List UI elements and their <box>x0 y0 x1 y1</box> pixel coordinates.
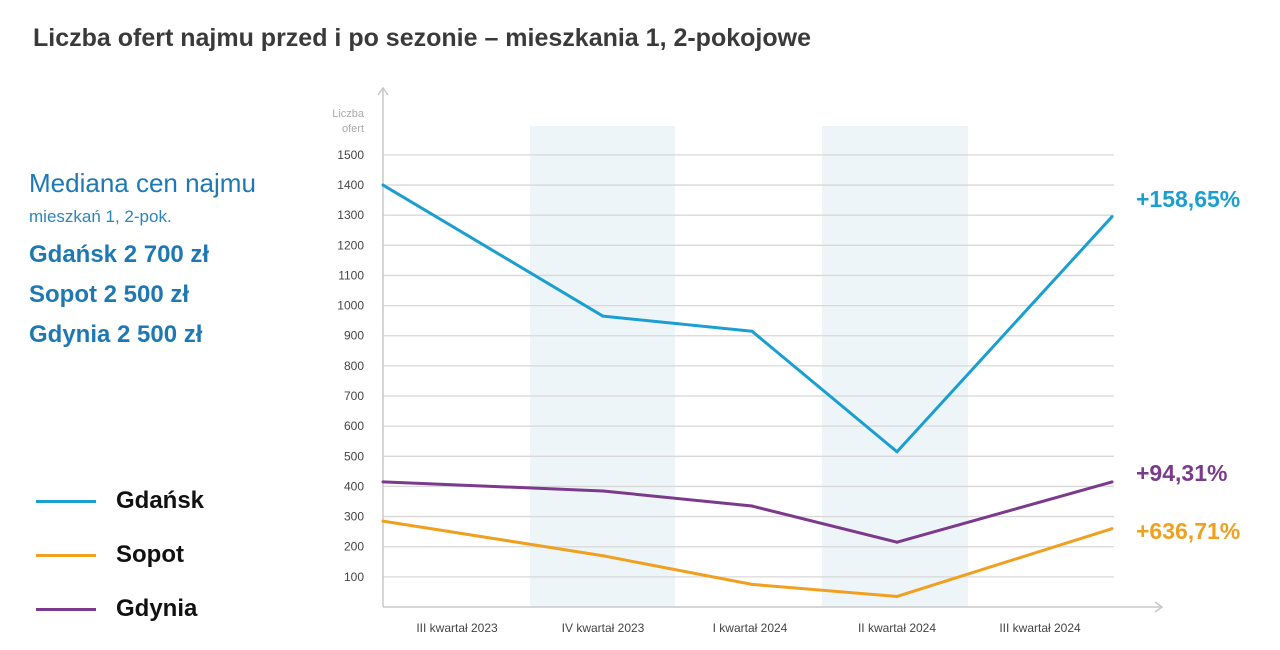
y-tick-label: 1200 <box>337 238 364 252</box>
y-tick-label: 1400 <box>337 178 364 192</box>
data-point <box>601 489 605 493</box>
data-point <box>895 450 899 454</box>
series-line-gdynia <box>382 480 1113 544</box>
price-gdansk: Gdańsk 2 700 zł <box>29 241 210 268</box>
data-point <box>895 594 899 598</box>
legend-swatch <box>36 553 96 557</box>
data-point <box>601 314 605 318</box>
y-axis-label: ofert <box>342 123 364 135</box>
data-point <box>381 480 385 484</box>
data-point <box>750 504 754 508</box>
chart-title: Liczba ofert najmu przed i po sezonie – … <box>33 24 811 52</box>
y-tick-label: 800 <box>344 359 364 373</box>
data-point <box>381 519 385 523</box>
data-point <box>601 554 605 558</box>
x-tick-label: IV kwartał 2023 <box>562 621 645 635</box>
data-point <box>895 540 899 544</box>
legend: Gdańsk Sopot Gdynia <box>36 474 204 636</box>
y-tick-label: 300 <box>344 510 364 524</box>
data-point <box>750 582 754 586</box>
price-gdynia: Gdynia 2 500 zł <box>29 321 203 348</box>
legend-item-gdansk: Gdańsk <box>36 474 204 528</box>
y-tick-label: 700 <box>344 389 364 403</box>
data-point <box>1110 527 1114 531</box>
x-tick-label: III kwartał 2024 <box>999 621 1081 635</box>
y-tick-label: 200 <box>344 540 364 554</box>
y-tick-label: 1300 <box>337 208 364 222</box>
legend-label: Gdańsk <box>116 487 205 514</box>
data-point <box>750 329 754 333</box>
y-tick-label: 900 <box>344 329 364 343</box>
price-sopot: Sopot 2 500 zł <box>29 281 190 308</box>
panel-subheading: mieszkań 1, 2-pok. <box>29 207 172 226</box>
median-price-panel: Mediana cen najmu mieszkań 1, 2-pok. Gda… <box>29 168 256 355</box>
legend-swatch <box>36 499 96 503</box>
x-tick-label: III kwartał 2023 <box>416 621 498 635</box>
series-line-gdańsk <box>382 183 1114 454</box>
change-label-gdansk: +158,65% <box>1136 186 1241 212</box>
y-tick-label: 100 <box>344 570 364 584</box>
y-axis-label: Liczba <box>332 108 365 120</box>
legend-label: Sopot <box>116 541 184 568</box>
x-tick-label: I kwartał 2024 <box>713 621 788 635</box>
series-line-sopot <box>382 519 1113 598</box>
x-tick-label: II kwartał 2024 <box>858 621 936 635</box>
y-axis-arrow-icon <box>377 86 389 96</box>
data-point <box>1110 480 1114 484</box>
change-label-gdynia: +94,31% <box>1136 460 1228 486</box>
y-tick-label: 1000 <box>337 299 364 313</box>
panel-heading: Mediana cen najmu <box>29 168 256 198</box>
x-axis-arrow-icon <box>1154 601 1164 613</box>
legend-swatch <box>36 607 96 611</box>
y-tick-label: 400 <box>344 479 364 493</box>
legend-item-gdynia: Gdynia <box>36 582 204 636</box>
y-tick-label: 1500 <box>337 148 364 162</box>
data-point <box>381 183 385 187</box>
change-label-sopot: +636,71% <box>1136 518 1241 544</box>
y-tick-label: 1100 <box>338 268 364 282</box>
legend-item-sopot: Sopot <box>36 528 204 582</box>
y-tick-label: 500 <box>344 449 364 463</box>
legend-label: Gdynia <box>116 595 198 622</box>
data-point <box>1110 215 1114 219</box>
y-tick-label: 600 <box>344 419 364 433</box>
